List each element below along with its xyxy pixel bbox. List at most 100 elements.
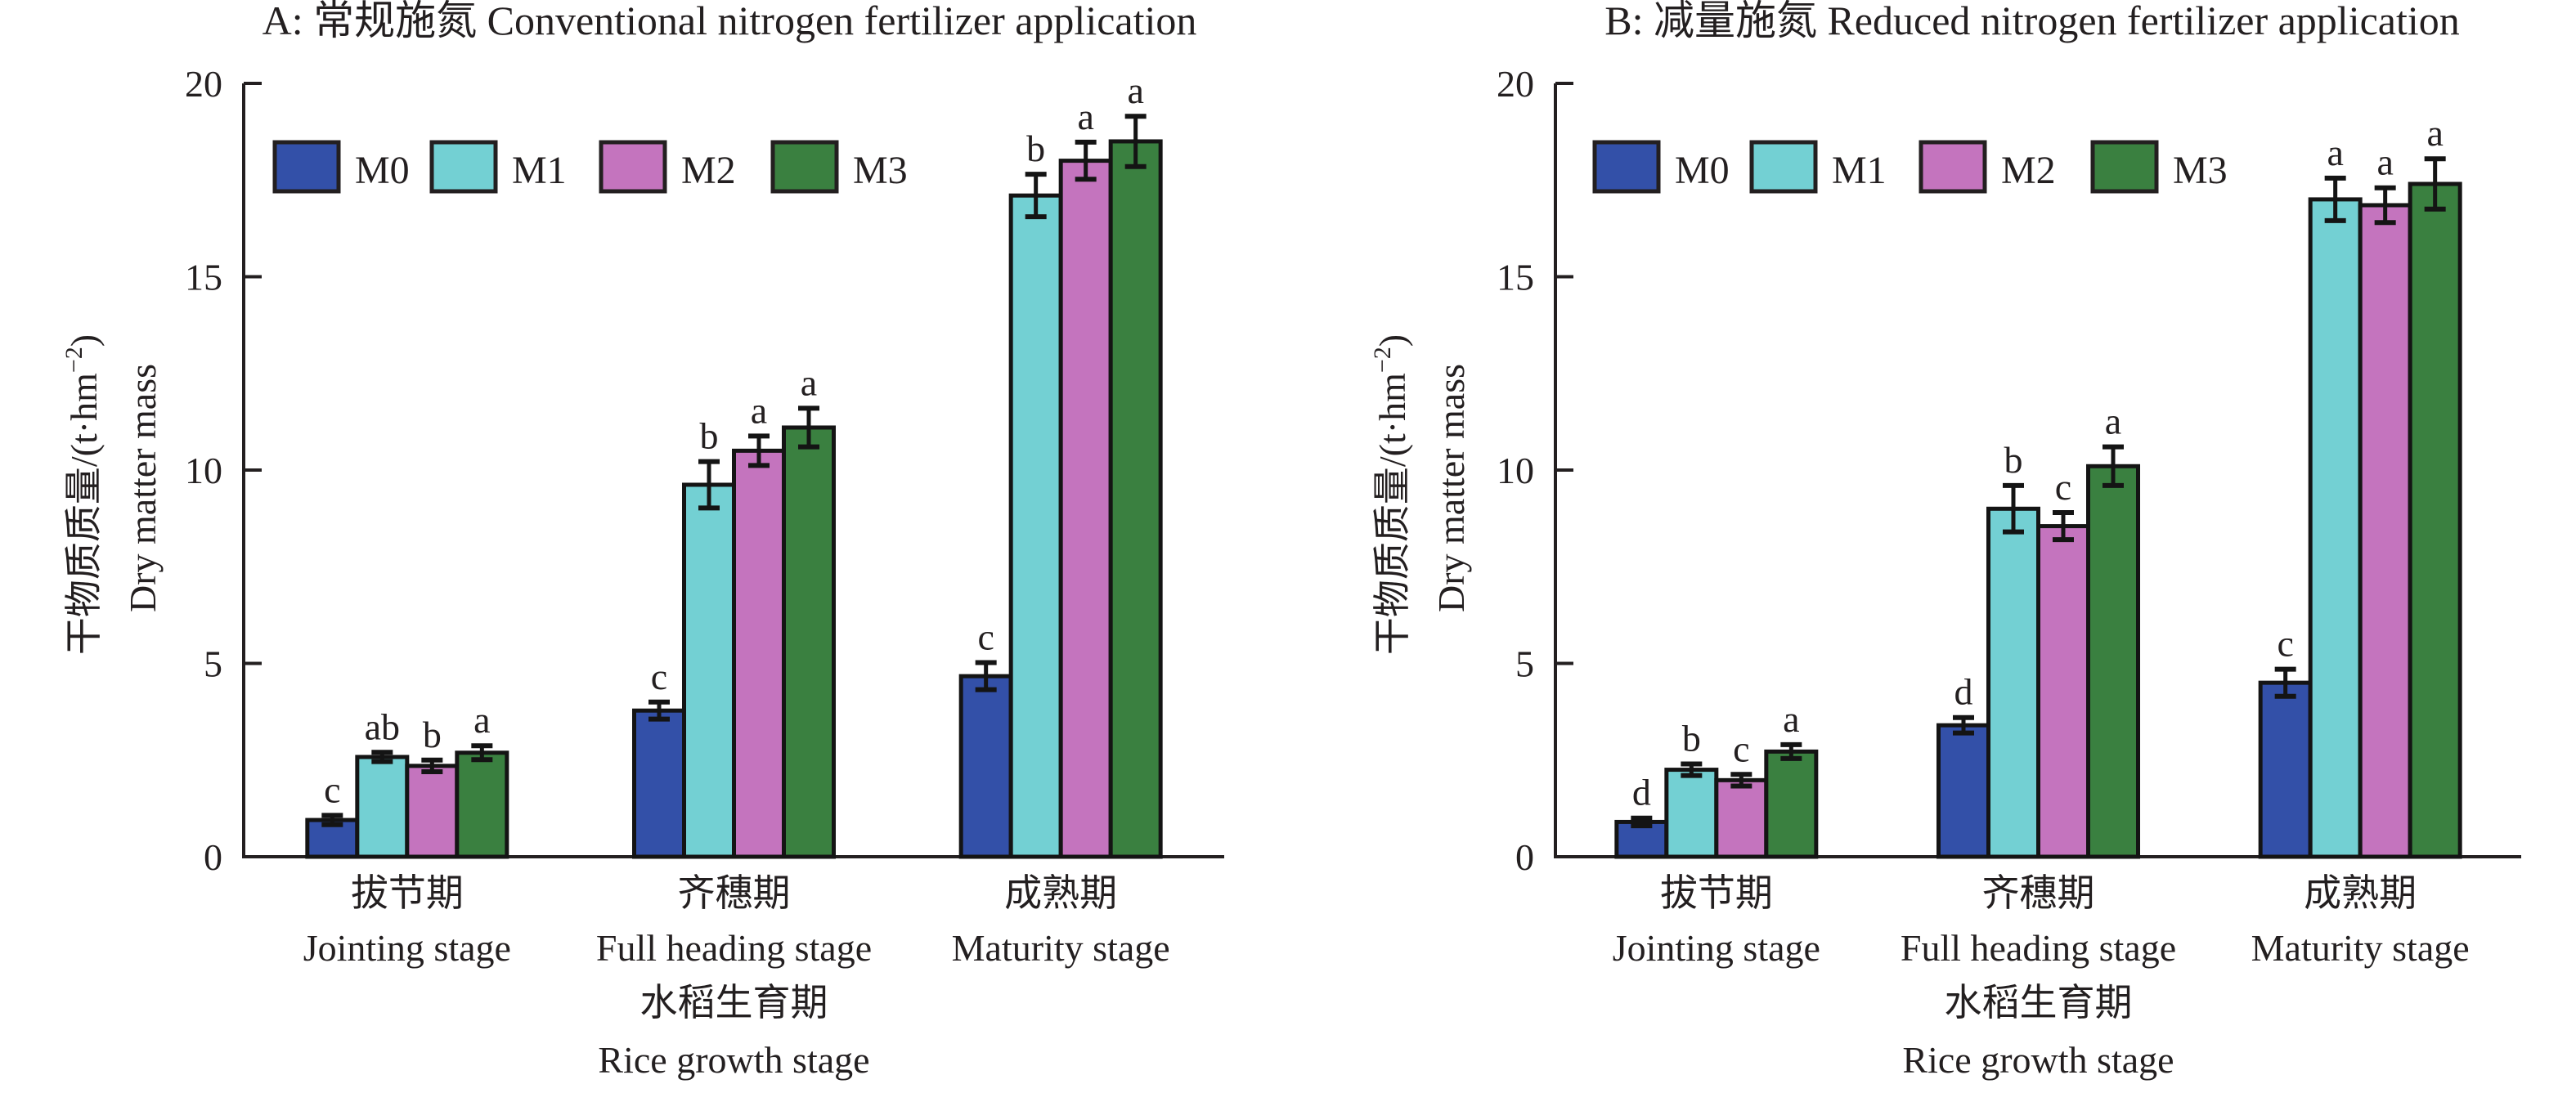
bar-m2	[1058, 159, 1113, 859]
bar-m3	[1108, 139, 1163, 859]
significance-letter: b	[1026, 128, 1045, 169]
y-tick-label: 15	[185, 257, 222, 298]
y-axis-label-cn: 干物质质量/(t·hm−2)	[61, 334, 105, 655]
significance-letter: d	[1632, 772, 1651, 813]
x-category-label-en: Full heading stage	[1901, 927, 2176, 969]
legend-swatch-m2	[599, 140, 667, 194]
y-axis-label-close: )	[63, 334, 105, 347]
legend-swatch-m3	[2090, 140, 2159, 194]
significance-letter: a	[801, 361, 817, 403]
y-axis-label-en: Dry matter mass	[1430, 364, 1472, 612]
x-axis-label-cn: 水稻生育期	[640, 982, 828, 1024]
panel-a: A: 常规施氮 Conventional nitrogen fertilizer…	[61, 0, 1224, 1081]
bar-m2	[2036, 524, 2090, 859]
significance-letter: a	[473, 699, 490, 741]
y-axis-label-cn-text: 干物质质量/(t·hm	[63, 373, 105, 655]
legend-label-m2: M2	[681, 149, 736, 192]
bar-m3	[2408, 181, 2462, 859]
y-axis-label-close: )	[1371, 334, 1413, 347]
panel-b: B: 减量施氮 Reduced nitrogen fertilizer appl…	[1369, 0, 2521, 1081]
bar-m2	[1714, 777, 1769, 859]
y-tick-label: 10	[1497, 450, 1534, 491]
bar-m1	[2308, 197, 2363, 859]
x-category-label-en: Jointing stage	[1613, 927, 1820, 969]
significance-letter: c	[977, 616, 994, 658]
x-axis-label-en: Rice growth stage	[598, 1039, 869, 1081]
significance-letter: a	[1077, 96, 1093, 137]
significance-letter: b	[2004, 439, 2023, 481]
significance-letter: a	[2327, 132, 2343, 173]
significance-letter: a	[1783, 698, 1799, 740]
significance-letter: c	[651, 656, 667, 697]
legend-swatch-m3	[770, 140, 839, 194]
y-axis-label-cn-text: 干物质质量/(t·hm	[1371, 373, 1413, 655]
x-category-label-cn: 拔节期	[1660, 872, 1773, 914]
significance-letter: c	[2055, 466, 2071, 508]
significance-letter: c	[324, 768, 340, 810]
y-axis-label-exponent: −2	[61, 347, 88, 373]
y-tick-label: 0	[204, 836, 222, 878]
significance-letter: a	[751, 389, 767, 431]
bar-m1	[1008, 193, 1063, 859]
x-category-label-cn: 齐穗期	[1982, 872, 2095, 914]
y-axis-label-cn: 干物质质量/(t·hm−2)	[1369, 334, 1413, 655]
x-category-label-en: Maturity stage	[952, 927, 1170, 969]
legend-label-m3: M3	[853, 149, 908, 192]
y-tick-label: 15	[1497, 257, 1534, 298]
bar-m0	[2258, 680, 2313, 859]
y-tick-label: 5	[1515, 643, 1534, 685]
significance-letter: ab	[365, 706, 400, 747]
bar-m2	[405, 764, 460, 859]
bar-m1	[355, 755, 410, 859]
significance-letter: b	[1682, 717, 1701, 759]
x-axis-label-en: Rice growth stage	[1902, 1039, 2174, 1081]
significance-letter: a	[1127, 69, 1143, 111]
x-category-label-cn: 成熟期	[2304, 872, 2417, 914]
significance-letter: a	[2105, 401, 2121, 442]
y-tick-label: 0	[1515, 836, 1534, 878]
significance-letter: c	[1733, 728, 1749, 769]
x-category-label-cn: 拔节期	[351, 872, 464, 914]
bar-m0	[632, 708, 686, 859]
significance-letter: b	[423, 714, 442, 755]
significance-letter: b	[700, 415, 719, 457]
significance-letter: a	[2426, 112, 2443, 154]
legend-label-m3: M3	[2173, 149, 2228, 192]
panel-a-title: A: 常规施氮 Conventional nitrogen fertilizer…	[263, 0, 1197, 43]
legend-swatch-m0	[1592, 140, 1661, 194]
significance-letter: c	[2277, 623, 2293, 665]
legend-swatch-m1	[1749, 140, 1818, 194]
x-category-label-cn: 成熟期	[1004, 872, 1117, 914]
bar-m3	[1764, 749, 1819, 859]
legend-swatch-m1	[429, 140, 498, 194]
y-tick-label: 20	[185, 63, 222, 105]
bar-m0	[958, 674, 1013, 859]
legend-label-m0: M0	[355, 149, 410, 192]
x-category-label-cn: 齐穗期	[678, 872, 791, 914]
legend-swatch-m2	[1919, 140, 1987, 194]
y-tick-label: 20	[1497, 63, 1534, 105]
x-category-label-en: Full heading stage	[596, 927, 872, 969]
x-category-label-en: Jointing stage	[303, 927, 511, 969]
bar-m1	[1664, 768, 1719, 859]
y-tick-label: 5	[204, 643, 222, 685]
legend-label-m2: M2	[2001, 149, 2056, 192]
legend-label-m0: M0	[1675, 149, 1730, 192]
legend-swatch-m0	[272, 140, 341, 194]
bar-m1	[1986, 506, 2040, 859]
y-axis-label-exponent: −2	[1369, 347, 1396, 373]
panel-b-title: B: 减量施氮 Reduced nitrogen fertilizer appl…	[1604, 0, 2460, 43]
legend-label-m1: M1	[1832, 149, 1887, 192]
bar-m2	[732, 448, 786, 859]
bar-m3	[2086, 464, 2140, 859]
significance-letter: d	[1954, 671, 1973, 713]
legend-label-m1: M1	[512, 149, 567, 192]
y-tick-label: 10	[185, 450, 222, 491]
bar-m0	[1936, 723, 1990, 859]
bar-m3	[782, 425, 836, 859]
bar-m3	[455, 750, 509, 859]
y-axis-label-en: Dry matter mass	[122, 364, 164, 612]
significance-letter: a	[2376, 141, 2393, 183]
bar-m1	[682, 482, 736, 859]
